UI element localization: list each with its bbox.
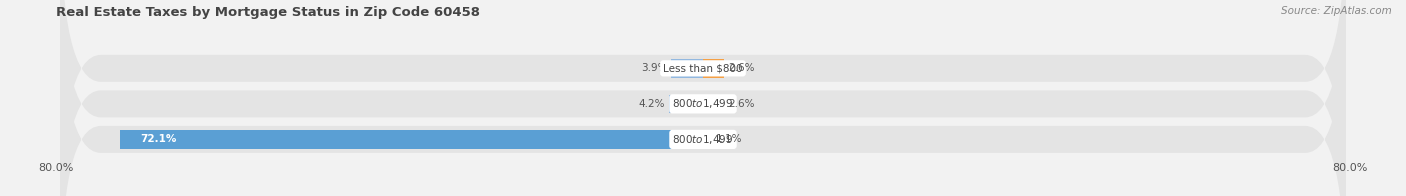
Bar bbox=[703, 130, 711, 149]
Bar bbox=[703, 59, 724, 78]
Legend: Without Mortgage, With Mortgage: Without Mortgage, With Mortgage bbox=[588, 195, 818, 196]
Bar bbox=[703, 95, 724, 113]
FancyBboxPatch shape bbox=[60, 0, 1346, 196]
FancyBboxPatch shape bbox=[60, 0, 1346, 196]
Text: 3.9%: 3.9% bbox=[641, 63, 668, 73]
Text: 2.6%: 2.6% bbox=[728, 63, 755, 73]
Text: Less than $800: Less than $800 bbox=[664, 63, 742, 73]
Text: $800 to $1,499: $800 to $1,499 bbox=[672, 133, 734, 146]
Bar bbox=[669, 95, 703, 113]
Bar bbox=[672, 59, 703, 78]
Text: 72.1%: 72.1% bbox=[141, 134, 177, 144]
Text: 4.2%: 4.2% bbox=[638, 99, 665, 109]
Bar bbox=[120, 130, 703, 149]
Text: 1.1%: 1.1% bbox=[716, 134, 742, 144]
Text: $800 to $1,499: $800 to $1,499 bbox=[672, 97, 734, 110]
Text: 2.6%: 2.6% bbox=[728, 99, 755, 109]
FancyBboxPatch shape bbox=[60, 0, 1346, 196]
Text: Source: ZipAtlas.com: Source: ZipAtlas.com bbox=[1281, 6, 1392, 16]
Text: Real Estate Taxes by Mortgage Status in Zip Code 60458: Real Estate Taxes by Mortgage Status in … bbox=[56, 6, 481, 19]
